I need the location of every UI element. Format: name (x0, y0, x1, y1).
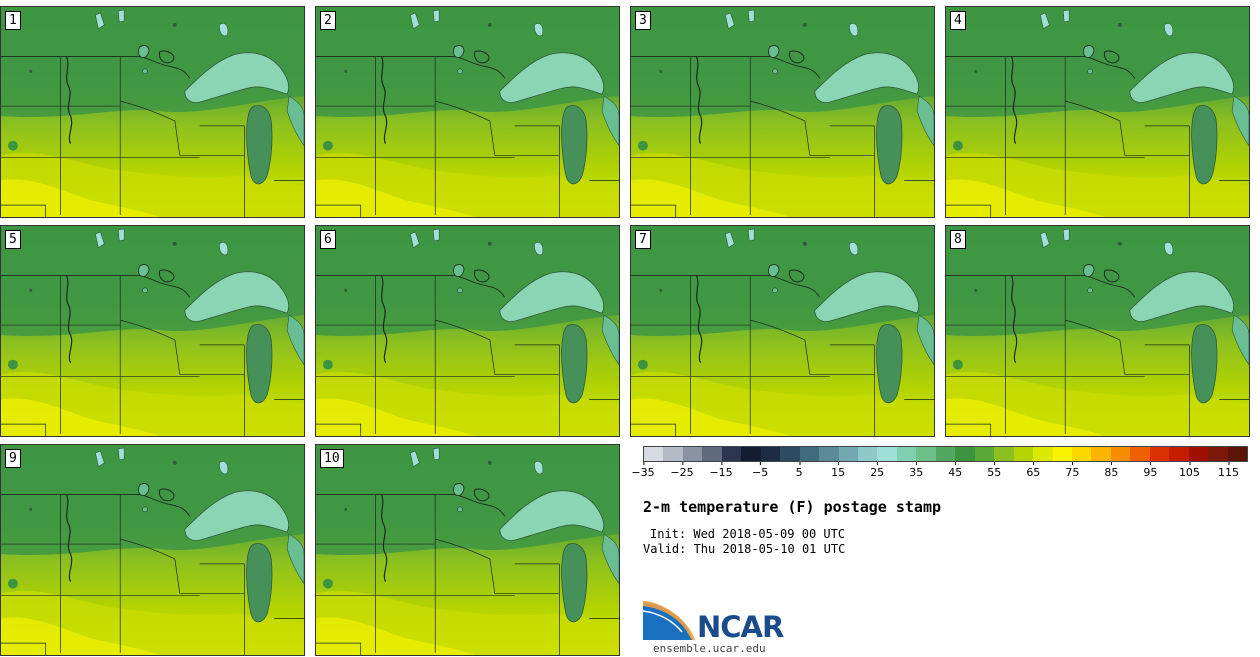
colorbar-tick-label: 35 (909, 462, 924, 479)
colorbar-tick-label: −15 (709, 462, 733, 479)
temperature-map (1, 445, 304, 655)
ncar-logo-icon (642, 601, 695, 640)
ensemble-member-map: 10 (315, 444, 620, 656)
colorbar-tick-label: 15 (831, 462, 846, 479)
colorbar-swatch (799, 447, 820, 461)
ensemble-member-map: 3 (630, 6, 935, 218)
temperature-map (316, 226, 619, 436)
colorbar-swatch (741, 447, 761, 461)
colorbar-swatch (780, 447, 800, 461)
colorbar-swatch (721, 447, 742, 461)
colorbar-tick-label: −5 (751, 462, 769, 479)
colorbar-swatch (1033, 447, 1053, 461)
colorbar-swatch (1208, 447, 1228, 461)
colorbar-tick-label: 105 (1178, 462, 1200, 479)
colorbar-tick-label: 85 (1104, 462, 1119, 479)
colorbar-tick-label: 45 (948, 462, 963, 479)
valid-time: Valid: Thu 2018-05-10 01 UTC (643, 542, 846, 556)
colorbar-swatch (644, 447, 664, 461)
colorbar-tick-label: 5 (795, 462, 803, 479)
colorbar-swatch (702, 447, 722, 461)
ensemble-member-map: 9 (0, 444, 305, 656)
temperature-map (631, 226, 934, 436)
temperature-colorbar (643, 446, 1248, 462)
colorbar-swatch (994, 447, 1014, 461)
member-number: 8 (950, 230, 966, 249)
colorbar-swatch (1052, 447, 1072, 461)
colorbar-tick-label: −35 (631, 462, 655, 479)
colorbar-tick-labels: −35 −25 −15 −5 5 15 25 35 45 55 65 75 85 95 105 115 (631, 462, 1248, 482)
ensemble-member-map: 2 (315, 6, 620, 218)
member-number: 3 (635, 11, 651, 30)
logo-wordmark: NCAR (697, 610, 784, 644)
temperature-map (316, 7, 619, 217)
temperature-map (316, 445, 619, 655)
ensemble-member-map: 5 (0, 225, 305, 437)
colorbar-swatch (1169, 447, 1189, 461)
member-number: 6 (320, 230, 336, 249)
colorbar-swatch (1149, 447, 1170, 461)
ensemble-member-map: 6 (315, 225, 620, 437)
ensemble-url: ensemble.ucar.edu (653, 642, 766, 655)
member-number: 10 (320, 449, 344, 468)
colorbar-swatch (857, 447, 878, 461)
temperature-map (1, 7, 304, 217)
colorbar-swatch (955, 447, 975, 461)
colorbar-swatch (1091, 447, 1111, 461)
colorbar-swatch (663, 447, 683, 461)
colorbar-swatch (1188, 447, 1209, 461)
colorbar-swatch (1227, 447, 1248, 461)
temperature-map (946, 226, 1249, 436)
member-number: 9 (5, 449, 21, 468)
colorbar-tick-label: 25 (870, 462, 885, 479)
member-number: 7 (635, 230, 651, 249)
colorbar-swatch (1130, 447, 1150, 461)
colorbar-swatch (896, 447, 917, 461)
init-time: Init: Wed 2018-05-09 00 UTC (650, 527, 846, 541)
colorbar-swatch (974, 447, 995, 461)
colorbar-tick-label: 95 (1143, 462, 1158, 479)
member-number: 5 (5, 230, 21, 249)
colorbar-swatch (877, 447, 897, 461)
temperature-map (631, 7, 934, 217)
colorbar-tick-label: 115 (1217, 462, 1239, 479)
ensemble-member-map: 7 (630, 225, 935, 437)
colorbar-tick-label: 55 (987, 462, 1002, 479)
colorbar-tick-label: 65 (1026, 462, 1041, 479)
colorbar-swatch (819, 447, 839, 461)
colorbar-tick-label: −25 (670, 462, 694, 479)
colorbar-swatch (916, 447, 936, 461)
colorbar-swatch (682, 447, 703, 461)
chart-title: 2-m temperature (F) postage stamp (643, 498, 942, 516)
ensemble-member-map: 4 (945, 6, 1250, 218)
ensemble-member-map: 8 (945, 225, 1250, 437)
temperature-map (1, 226, 304, 436)
colorbar-swatch (1013, 447, 1034, 461)
colorbar-swatch (935, 447, 956, 461)
colorbar-swatch (1071, 447, 1092, 461)
colorbar-swatch (838, 447, 858, 461)
member-number: 2 (320, 11, 336, 30)
colorbar-swatch (760, 447, 781, 461)
ensemble-member-map: 1 (0, 6, 305, 218)
member-number: 1 (5, 11, 21, 30)
colorbar-tick-label: 75 (1065, 462, 1080, 479)
colorbar-swatch (1110, 447, 1131, 461)
temperature-map (946, 7, 1249, 217)
member-number: 4 (950, 11, 966, 30)
